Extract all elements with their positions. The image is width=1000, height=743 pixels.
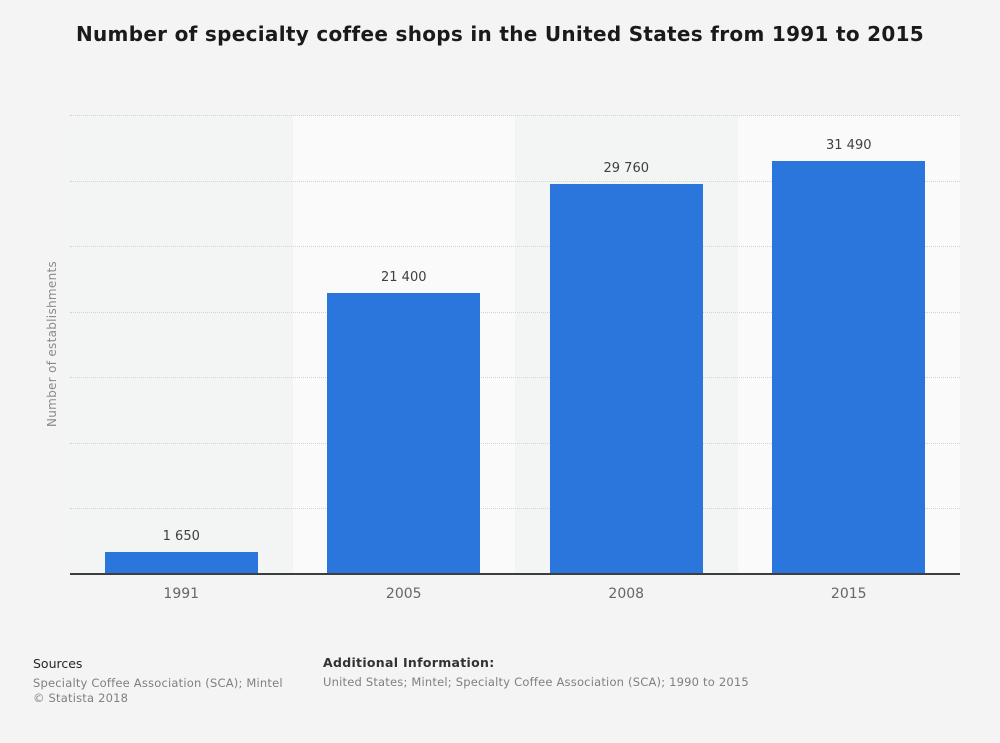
sources-text: Specialty Coffee Association (SCA); Mint…	[33, 676, 283, 690]
additional-info-text: United States; Mintel; Specialty Coffee …	[323, 675, 749, 689]
sources-heading: Sources	[33, 656, 83, 671]
plot-band	[70, 115, 293, 574]
bar-value-label: 1 650	[162, 529, 200, 545]
bar-2005	[327, 293, 481, 574]
bar-2008	[549, 183, 703, 574]
gridline	[70, 442, 960, 444]
bar-2015	[772, 161, 926, 574]
bar-value-label: 21 400	[381, 270, 427, 286]
x-tick-label: 2005	[385, 586, 422, 602]
copyright-text: © Statista 2018	[33, 691, 129, 705]
gridline	[70, 115, 960, 116]
chart-title: Number of specialty coffee shops in the …	[75, 22, 925, 46]
bar-value-label: 29 760	[603, 160, 650, 176]
gridline	[70, 246, 960, 248]
gridline	[70, 180, 960, 182]
x-tick-label: 2015	[830, 586, 867, 602]
plot-area: 1 650 21 400 29 760 31 490	[70, 115, 960, 574]
gridline	[70, 311, 960, 313]
x-tick-label: 2008	[608, 586, 645, 602]
additional-info-block: Additional Information: United States; M…	[323, 655, 749, 690]
x-axis-line	[70, 573, 960, 575]
sources-block: Sources Specialty Coffee Association (SC…	[33, 656, 283, 706]
x-tick-label: 1991	[163, 586, 200, 602]
gridline	[70, 377, 960, 379]
y-axis-title: Number of establishments	[45, 260, 59, 428]
additional-info-heading: Additional Information:	[323, 655, 495, 670]
gridline	[70, 508, 960, 510]
x-axis: 1991 2005 2008 2015	[70, 586, 960, 608]
bar-1991	[104, 552, 258, 574]
bar-value-label: 31 490	[826, 138, 872, 154]
